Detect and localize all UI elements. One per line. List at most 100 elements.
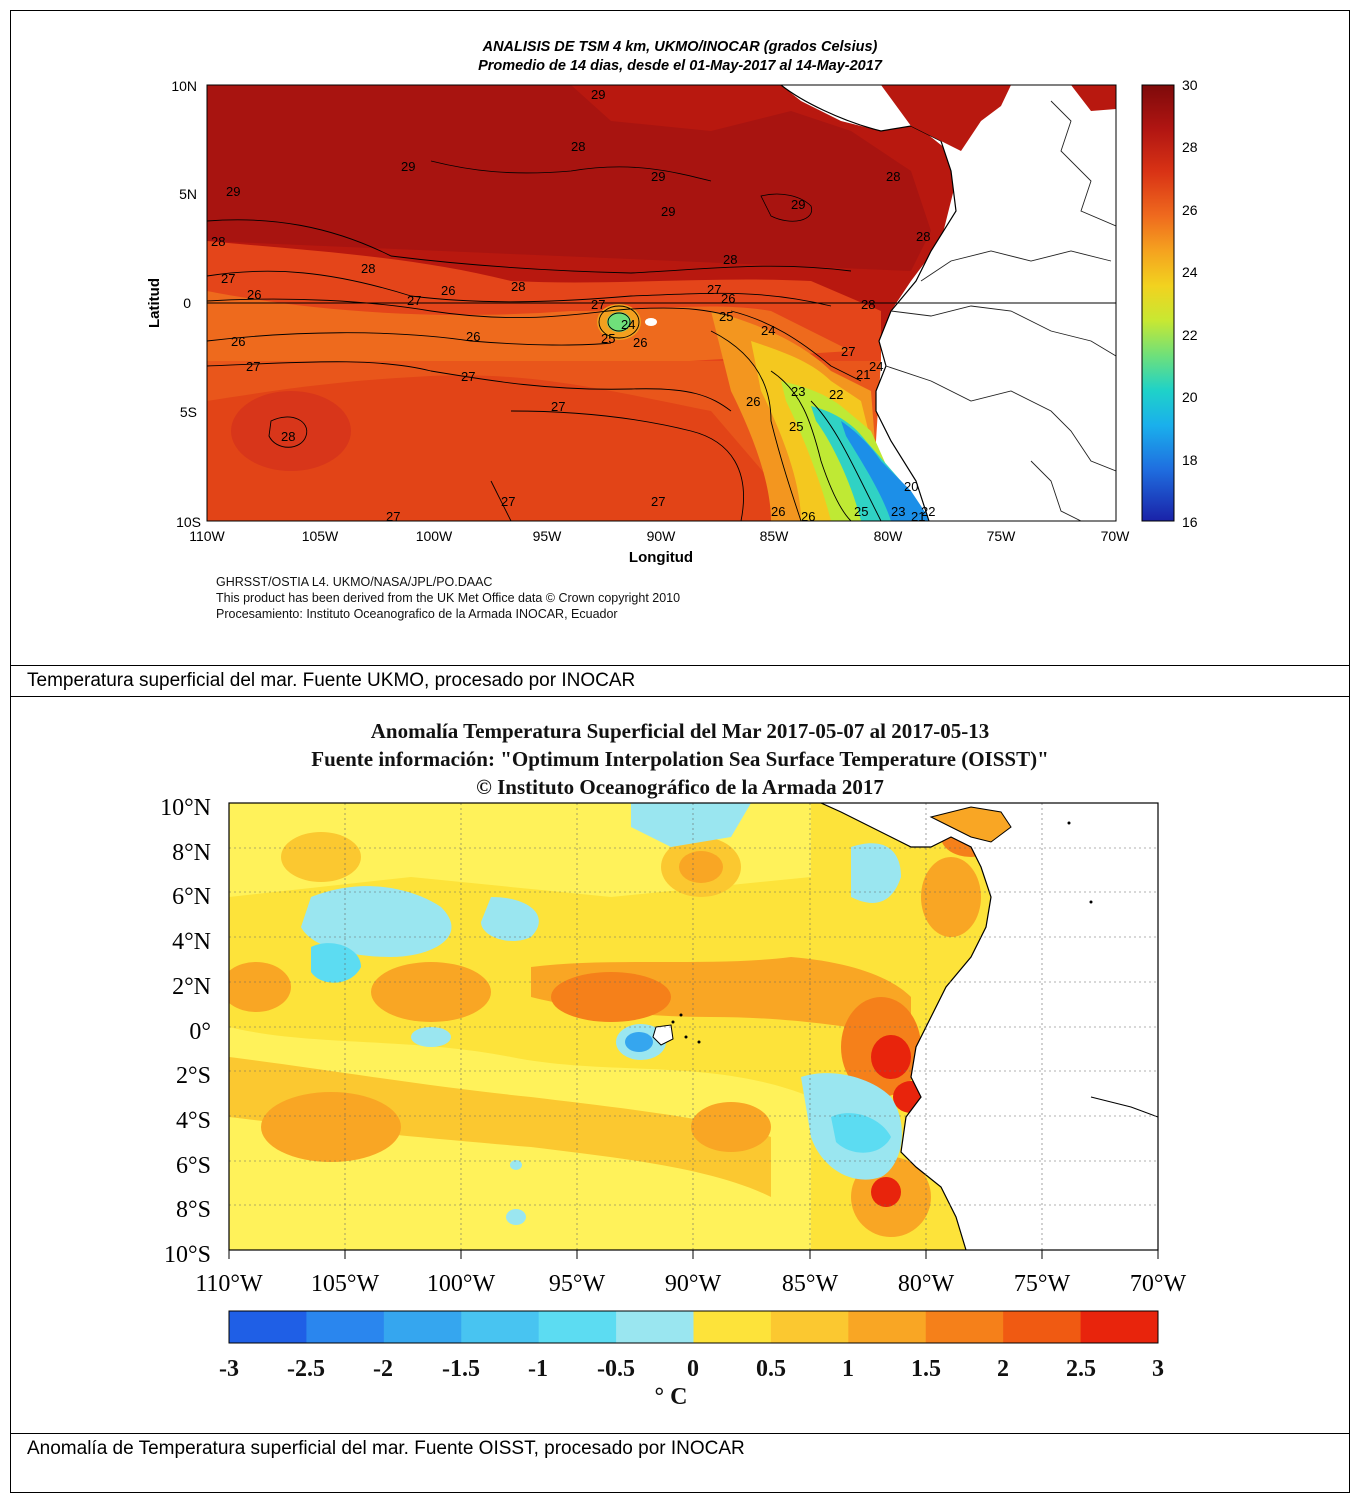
contour-label: 27 bbox=[407, 293, 421, 308]
contour-label: 25 bbox=[789, 419, 803, 434]
contour-label: 29 bbox=[791, 197, 805, 212]
contour-label: 28 bbox=[886, 169, 900, 184]
anomaly-colorbar-segment bbox=[306, 1311, 385, 1343]
contour-label: 26 bbox=[231, 334, 245, 349]
caption-row-1: Temperatura superficial del mar. Fuente … bbox=[10, 665, 1350, 697]
sst-source-line1: GHRSST/OSTIA L4. UKMO/NASA/JPL/PO.DAAC bbox=[216, 575, 493, 589]
contour-label: 27 bbox=[591, 297, 605, 312]
contour-label: 20 bbox=[904, 479, 918, 494]
anomaly-colorbar-segment bbox=[1003, 1311, 1082, 1343]
sst-y-axis-label: Latitud bbox=[146, 278, 163, 328]
anomaly-colorbar-segment bbox=[925, 1311, 1004, 1343]
anomaly-lat-tick: 6°N bbox=[172, 884, 211, 910]
contour-label: 27 bbox=[221, 271, 235, 286]
figure-panel-anomaly: Anomalía Temperatura Superficial del Mar… bbox=[10, 696, 1350, 1434]
sst-colorbar-tick: 28 bbox=[1182, 139, 1198, 155]
anomaly-colorbar-tick: -2.5 bbox=[287, 1356, 325, 1382]
contour-label: 24 bbox=[761, 323, 775, 338]
contour-label: 29 bbox=[651, 169, 665, 184]
anomaly-title-line3: © Instituto Oceanográfico de la Armada 2… bbox=[476, 775, 884, 799]
figure-panel-sst: ANALISIS DE TSM 4 km, UKMO/INOCAR (grado… bbox=[10, 10, 1350, 666]
contour-label: 26 bbox=[746, 394, 760, 409]
anomaly-colorbar-segment bbox=[538, 1311, 617, 1343]
contour-label: 26 bbox=[721, 291, 735, 306]
sst-colorbar-tick: 24 bbox=[1182, 264, 1198, 280]
contour-label: 26 bbox=[801, 509, 815, 524]
sst-map: 29 29 28 29 29 28 29 29 28 28 27 26 28 2… bbox=[146, 77, 1198, 566]
anomaly-colorbar-tick: 2.5 bbox=[1066, 1356, 1096, 1382]
contour-label: 26 bbox=[247, 287, 261, 302]
anomaly-colorbar-tick: 0 bbox=[687, 1356, 699, 1382]
anomaly-colorbar-segment bbox=[1080, 1311, 1159, 1343]
anomaly-lat-tick: 6°S bbox=[176, 1153, 211, 1179]
contour-label: 26 bbox=[771, 504, 785, 519]
contour-label: 27 bbox=[651, 494, 665, 509]
sst-colorbar-tick: 22 bbox=[1182, 327, 1198, 343]
sst-title-line1: ANALISIS DE TSM 4 km, UKMO/INOCAR (grado… bbox=[482, 39, 878, 55]
anomaly-lat-tick: 10°N bbox=[160, 795, 211, 821]
contour-label: 24 bbox=[621, 317, 635, 332]
anomaly-colorbar-unit: ° C bbox=[655, 1384, 688, 1410]
sst-lat-tick: 10S bbox=[176, 514, 201, 530]
anomaly-lat-tick: 4°S bbox=[176, 1108, 211, 1134]
contour-label: 28 bbox=[723, 252, 737, 267]
contour-label: 28 bbox=[281, 429, 295, 444]
contour-label: 25 bbox=[601, 331, 615, 346]
sst-source-line3: Procesamiento: Instituto Oceanografico d… bbox=[216, 607, 618, 621]
anomaly-colorbar-tick: 1 bbox=[842, 1356, 854, 1382]
contour-label: 25 bbox=[719, 309, 733, 324]
contour-label: 21 bbox=[911, 509, 925, 524]
contour-label: 27 bbox=[386, 509, 400, 524]
anomaly-title-line1: Anomalía Temperatura Superficial del Mar… bbox=[370, 719, 990, 743]
sst-colorbar-tick: 20 bbox=[1182, 389, 1198, 405]
anomaly-colorbar-segment bbox=[616, 1311, 694, 1343]
contour-label: 29 bbox=[661, 204, 675, 219]
anomaly-colorbar-segment bbox=[229, 1311, 307, 1343]
anomaly-colorbar-segment bbox=[461, 1311, 540, 1343]
contour-label: 21 bbox=[856, 367, 870, 382]
sst-source-line2: This product has been derived from the U… bbox=[216, 591, 681, 605]
anomaly-lon-tick: 75°W bbox=[1014, 1271, 1071, 1297]
contour-label: 26 bbox=[466, 329, 480, 344]
anomaly-lon-tick: 85°W bbox=[782, 1271, 839, 1297]
anomaly-map: 10°N 8°N 6°N 4°N 2°N 0° 2°S 4°S 6°S 8°S … bbox=[160, 795, 1187, 1410]
anomaly-colorbar-tick: 1.5 bbox=[911, 1356, 941, 1382]
sst-lon-tick: 95W bbox=[533, 528, 563, 544]
sst-lon-tick: 70W bbox=[1101, 528, 1131, 544]
contour-label: 23 bbox=[891, 504, 905, 519]
sst-title-line2: Promedio de 14 dias, desde el 01-May-201… bbox=[478, 58, 882, 74]
caption-anomaly: Anomalía de Temperatura superficial del … bbox=[27, 1438, 745, 1459]
contour-label: 28 bbox=[511, 279, 525, 294]
sst-lon-tick: 105W bbox=[302, 528, 339, 544]
anomaly-lon-tick: 90°W bbox=[665, 1271, 722, 1297]
contour-label: 28 bbox=[211, 234, 225, 249]
contour-label: 28 bbox=[861, 297, 875, 312]
contour-label: 29 bbox=[226, 184, 240, 199]
contour-label: 27 bbox=[707, 282, 721, 297]
sst-lat-tick: 5N bbox=[179, 186, 197, 202]
contour-label: 25 bbox=[854, 504, 868, 519]
contour-label: 27 bbox=[461, 369, 475, 384]
sst-lat-tick: 10N bbox=[171, 78, 197, 94]
caption-sst: Temperatura superficial del mar. Fuente … bbox=[27, 670, 636, 691]
sst-colorbar-tick: 26 bbox=[1182, 202, 1198, 218]
anomaly-colorbar-border bbox=[228, 1310, 1159, 1344]
anomaly-colorbar-tick: 3 bbox=[1152, 1356, 1164, 1382]
sst-lat-tick: 5S bbox=[180, 404, 197, 420]
contour-label: 23 bbox=[791, 384, 805, 399]
sst-lat-tick: 0 bbox=[183, 295, 191, 311]
contour-label: 29 bbox=[401, 159, 415, 174]
sst-colorbar-tick: 30 bbox=[1182, 77, 1198, 93]
contour-label: 26 bbox=[633, 335, 647, 350]
anomaly-colorbar-segment bbox=[770, 1311, 849, 1343]
contour-label: 28 bbox=[361, 261, 375, 276]
contour-label: 24 bbox=[869, 359, 883, 374]
anomaly-lon-tick: 70°W bbox=[1130, 1271, 1187, 1297]
sst-lon-tick: 100W bbox=[416, 528, 453, 544]
anomaly-colorbar-segment bbox=[693, 1311, 772, 1343]
sst-lon-tick: 75W bbox=[987, 528, 1017, 544]
anomaly-lat-tick: 0° bbox=[189, 1019, 211, 1045]
anomaly-lat-tick: 10°S bbox=[164, 1242, 211, 1268]
anomaly-title-line2: Fuente información: "Optimum Interpolati… bbox=[311, 747, 1049, 771]
sst-lon-tick: 80W bbox=[874, 528, 904, 544]
